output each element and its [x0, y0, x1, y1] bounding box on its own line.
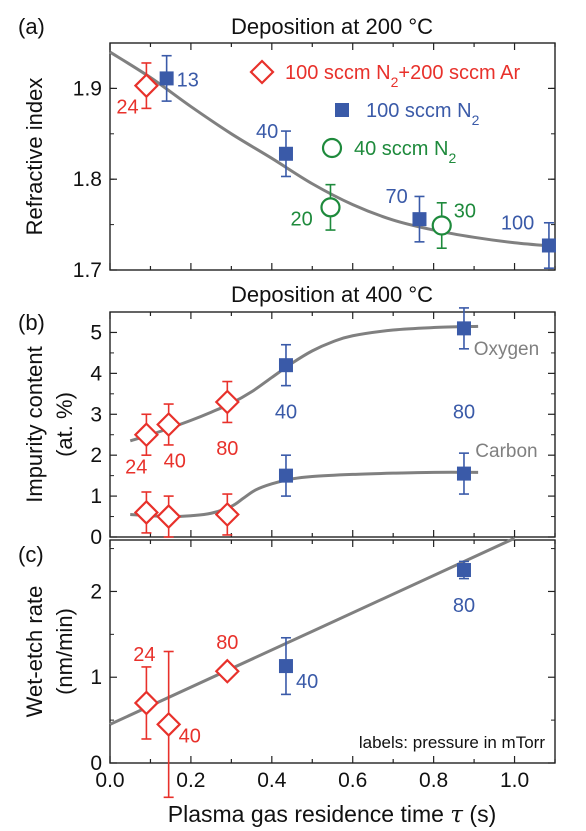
pressure-label: 40 — [296, 671, 318, 693]
data-point — [412, 212, 427, 227]
y-tick-label: 4 — [90, 362, 102, 385]
y-tick-label: 1.9 — [73, 77, 102, 100]
data-point — [278, 358, 293, 373]
pressure-label: 80 — [216, 438, 238, 460]
y-tick-label: 1.8 — [73, 168, 102, 191]
legend-label: 100 sccm N2 — [366, 100, 480, 128]
y-tick-label: 2 — [90, 580, 102, 603]
pressure-label: 80 — [453, 595, 475, 617]
data-point — [456, 563, 471, 578]
pressure-label: 70 — [385, 186, 407, 208]
pressure-label: 80 — [453, 401, 475, 423]
pressure-label: 40 — [179, 725, 201, 747]
x-tick-label: 0.2 — [176, 769, 205, 792]
data-point — [133, 690, 159, 716]
y-axis-label: Wet-etch rate — [22, 586, 47, 718]
y-tick-label: 1.7 — [73, 259, 102, 282]
y-tick-label: 3 — [90, 403, 102, 426]
panel-a-chart: 1.7 1.8 1.9 24 13 40 70 100 20 30 100 sccm N2+200 … — [18, 14, 556, 282]
data-point — [456, 466, 471, 481]
data-point — [278, 468, 293, 483]
data-point — [214, 501, 240, 528]
legend-label: 100 sccm N2+200 sccm Ar — [285, 62, 520, 90]
pressure-label: 40 — [164, 450, 186, 472]
plot-frame — [109, 311, 556, 538]
panel-b-chart: 0 1 2 3 4 5 Oxygen Carbon 24 40 80 40 80 Deposition a… — [18, 282, 556, 549]
data-point — [133, 73, 159, 99]
data-point — [278, 659, 293, 674]
x-tick-label: 0.0 — [95, 769, 124, 792]
plot-frame — [109, 539, 556, 764]
annotation: labels: pressure in mTorr — [359, 733, 545, 752]
pressure-label: 80 — [216, 632, 238, 654]
y-tick-label: 1 — [90, 485, 102, 508]
y-axis-label: Impurity content — [22, 346, 47, 503]
curve-label: Carbon — [475, 441, 537, 462]
fit-line — [109, 536, 516, 726]
data-point — [541, 238, 556, 253]
data-point — [320, 197, 341, 218]
y-tick-label: 0 — [90, 526, 102, 549]
data-point — [133, 499, 159, 526]
data-point — [431, 215, 452, 236]
pressure-label: 24 — [133, 644, 155, 666]
y-axis-label-unit: (nm/min) — [52, 608, 77, 695]
x-axis-label: Plasma gas residence time τ (s) — [168, 801, 496, 828]
fit-curve-carbon — [130, 470, 479, 519]
fit-curve — [109, 50, 556, 248]
panel-letter: (a) — [18, 14, 45, 39]
pressure-label: 24 — [125, 457, 147, 479]
y-tick-label: 0 — [90, 752, 102, 775]
legend-marker — [335, 103, 349, 117]
panel-title: Deposition at 400 °C — [231, 282, 433, 307]
data-point — [456, 321, 471, 336]
data-point — [159, 71, 174, 86]
curve-label: Oxygen — [474, 339, 539, 360]
pressure-label: 20 — [290, 208, 312, 230]
plot-frame — [109, 42, 556, 271]
data-point — [156, 711, 182, 737]
y-tick-label: 2 — [90, 444, 102, 467]
data-point — [214, 389, 240, 415]
pressure-label: 13 — [177, 69, 199, 91]
pressure-label: 24 — [116, 97, 138, 119]
panel-title: Deposition at 200 °C — [231, 14, 433, 39]
y-tick-label: 1 — [90, 666, 102, 689]
pressure-label: 40 — [256, 121, 278, 143]
data-point — [214, 658, 240, 684]
pressure-label: 40 — [275, 401, 297, 423]
x-tick-label: 1.0 — [500, 769, 529, 792]
fit-curve-oxygen — [129, 324, 479, 443]
x-tick-label: 0.8 — [419, 769, 448, 792]
data-point — [278, 146, 293, 161]
data-point — [156, 503, 182, 530]
legend-marker — [321, 137, 343, 159]
y-axis-label: Refractive index — [22, 78, 47, 236]
data-point — [133, 422, 159, 448]
x-tick-label: 0.4 — [257, 769, 287, 792]
pressure-label: 30 — [454, 201, 476, 223]
y-tick-label: 5 — [90, 321, 102, 344]
legend-label: 40 sccm N2 — [354, 138, 456, 166]
data-point — [156, 411, 182, 438]
pressure-label: 100 — [501, 212, 534, 234]
panel-letter: (c) — [18, 542, 44, 567]
legend-marker — [249, 59, 275, 85]
panel-letter: (b) — [18, 310, 45, 335]
panel-c-chart: 0.0 0.2 0.4 0.6 0.8 1.0 0 1 2 24 40 80 40 80 labels: p… — [18, 536, 556, 828]
y-axis-label-unit: (at. %) — [52, 392, 77, 457]
x-tick-label: 0.6 — [338, 769, 367, 792]
